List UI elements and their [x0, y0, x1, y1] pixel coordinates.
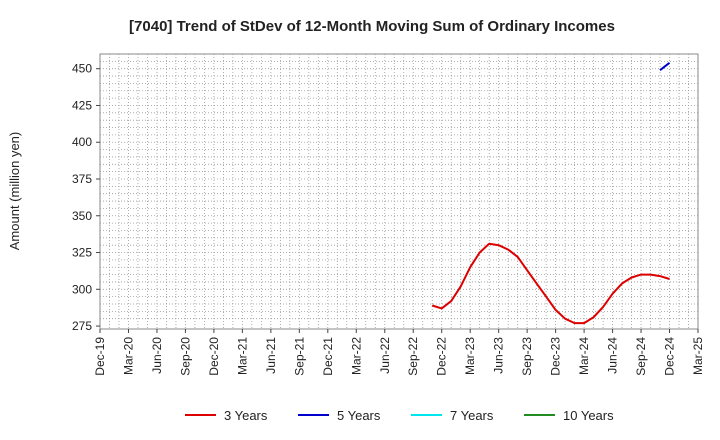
x-tick-label: Sep-21 — [292, 337, 306, 376]
x-tick-label: Sep-22 — [406, 337, 420, 376]
x-tick-label: Jun-22 — [378, 337, 392, 374]
legend-label-5-years: 5 Years — [337, 408, 381, 423]
x-tick-label: Dec-22 — [435, 337, 449, 376]
x-tick-label: Mar-24 — [577, 337, 591, 375]
x-tick-label: Dec-21 — [321, 337, 335, 376]
legend-label-7-years: 7 Years — [450, 408, 494, 423]
y-tick-label: 375 — [72, 172, 92, 186]
x-tick-label: Jun-20 — [150, 337, 164, 374]
y-tick-label: 425 — [72, 98, 92, 112]
chart-title: [7040] Trend of StDev of 12-Month Moving… — [129, 18, 615, 35]
grid-lines — [100, 54, 698, 329]
legend-label-3-years: 3 Years — [224, 408, 268, 423]
y-axis-ticks: 275 300 325 350 375 400 425 450 — [72, 62, 100, 333]
x-tick-label: Mar-25 — [691, 337, 705, 375]
x-tick-label: Dec-24 — [663, 337, 677, 376]
x-tick-label: Mar-23 — [463, 337, 477, 375]
x-axis-ticks: Dec-19 Mar-20 Jun-20 Sep-20 Dec-20 Mar-21 Jun-… — [93, 329, 705, 376]
y-tick-label: 300 — [72, 282, 92, 296]
series-line-5-years — [659, 62, 671, 71]
x-tick-label: Sep-20 — [178, 337, 192, 376]
x-tick-label: Dec-23 — [549, 337, 563, 376]
y-tick-label: 350 — [72, 209, 92, 223]
series-lines — [431, 62, 671, 325]
y-tick-label: 325 — [72, 246, 92, 260]
x-tick-label: Jun-23 — [492, 337, 506, 374]
x-tick-label: Mar-20 — [121, 337, 135, 375]
x-tick-label: Mar-22 — [349, 337, 363, 375]
x-tick-label: Dec-20 — [207, 337, 221, 376]
y-tick-label: 400 — [72, 135, 92, 149]
x-tick-label: Sep-24 — [634, 337, 648, 376]
y-tick-label: 450 — [72, 62, 92, 76]
legend-label-10-years: 10 Years — [563, 408, 614, 423]
x-tick-label: Dec-19 — [93, 337, 107, 376]
x-tick-label: Mar-21 — [235, 337, 249, 375]
x-tick-label: Sep-23 — [520, 337, 534, 376]
x-tick-label: Jun-21 — [264, 337, 278, 374]
series-line-3-years — [431, 242, 670, 325]
y-axis-label: Amount (million yen) — [7, 132, 22, 251]
plot-area — [99, 53, 699, 330]
y-tick-label: 275 — [72, 319, 92, 333]
legend: 3 Years 5 Years 7 Years 10 Years — [185, 408, 614, 423]
x-tick-label: Jun-24 — [606, 337, 620, 374]
